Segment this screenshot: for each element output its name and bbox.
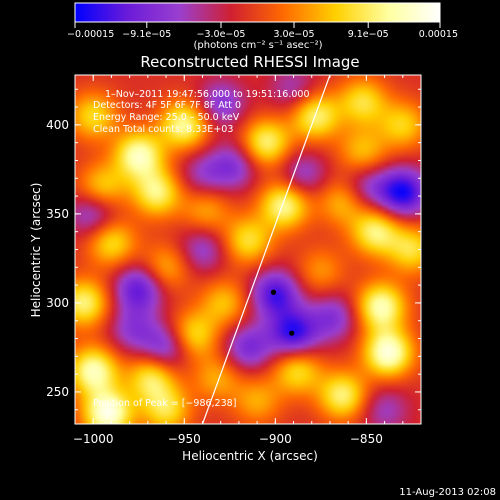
y-tick-label: 350: [46, 207, 69, 221]
black-dot-marker: [270, 289, 277, 295]
colorbar-tick-label: −0.00015: [67, 29, 114, 40]
peak-markers: [270, 289, 295, 336]
colorbar-tick-label: −9.1e−05: [122, 29, 171, 40]
colorbar-units: (photons cm⁻² s⁻¹ asec⁻²): [193, 40, 322, 51]
y-tick-label: 250: [46, 385, 69, 399]
solar-limb-line: [201, 75, 331, 424]
peak-position: Position of Peak = [−986,238]: [93, 398, 236, 409]
chart-title: Reconstructed RHESSI Image: [140, 53, 359, 71]
axis-ticks: [74, 75, 422, 424]
y-tick-labels: 250 300 350 400: [46, 118, 69, 399]
footer-date: 11-Aug-2013 02:08: [399, 487, 496, 498]
plot-area: −1000 −950 −900 −850 250 300 350 400: [46, 74, 422, 446]
detectors-line: Detectors: 4F 5F 6F 7F 8F Att 0: [93, 100, 241, 111]
heatmap-image: [75, 75, 421, 424]
colorbar-tick-label: 0.00015: [419, 29, 458, 40]
colorbar-ticks: [74, 22, 441, 28]
colorbar-tick-labels: −0.00015 −9.1e−05 −3.0e−05 3.0e−05 9.1e−05 0.…: [67, 29, 458, 40]
energy-range: Energy Range: 25.0 – 50.0 keV: [93, 112, 240, 123]
time-range: 1–Nov–2011 19:47:56.000 to 19:51:16.000: [105, 89, 310, 100]
black-dot-marker: [289, 330, 295, 336]
x-axis-label: Heliocentric X (arcsec): [182, 449, 318, 463]
observation-info: 1–Nov–2011 19:47:56.000 to 19:51:16.000 …: [93, 89, 310, 409]
x-tick-label: −850: [350, 432, 383, 446]
clean-counts: Clean Total counts: 8.33E+03: [93, 124, 233, 135]
x-tick-labels: −1000 −950 −900 −850: [73, 432, 383, 446]
y-tick-label: 300: [46, 296, 69, 310]
x-tick-label: −950: [168, 432, 201, 446]
colorbar-tick-label: 3.0e−05: [273, 29, 314, 40]
x-tick-label: −1000: [73, 432, 114, 446]
colorbar-gradient: [74, 2, 441, 23]
x-tick-label: −900: [259, 432, 292, 446]
colorbar-tick-label: −3.0e−05: [197, 29, 246, 40]
colorbar-tick-label: 9.1e−05: [348, 29, 389, 40]
y-tick-label: 400: [46, 118, 69, 132]
colorbar: −0.00015 −9.1e−05 −3.0e−05 3.0e−05 9.1e−05 0.…: [67, 2, 458, 51]
y-axis-label: Heliocentric Y (arcsec): [29, 183, 43, 318]
